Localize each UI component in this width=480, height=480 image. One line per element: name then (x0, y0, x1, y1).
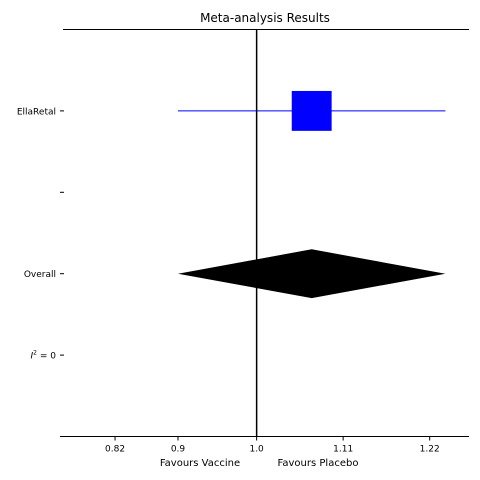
row-label: I2 = 0 (31, 350, 57, 362)
summary-diamond (177, 249, 446, 299)
x-tick-label: 0.9 (171, 445, 186, 455)
x-tick-label: 1.22 (420, 445, 440, 455)
chart-title: Meta-analysis Results (200, 11, 330, 25)
x-label-right: Favours Placebo (278, 458, 359, 469)
x-tick-label: 1.11 (333, 445, 353, 455)
x-tick-label: 0.82 (105, 445, 125, 455)
x-tick-label: 1.0 (249, 445, 264, 455)
row-label: EllaRetal (17, 107, 56, 117)
x-ticks: 0.82 0.9 1.0 1.11 1.22 (105, 436, 440, 455)
x-label-left: Favours Vaccine (160, 458, 240, 469)
study-point-box (291, 90, 332, 131)
row-label: Overall (24, 270, 56, 280)
forest-rows: EllaRetal Overall I2 = 0 (17, 90, 446, 362)
